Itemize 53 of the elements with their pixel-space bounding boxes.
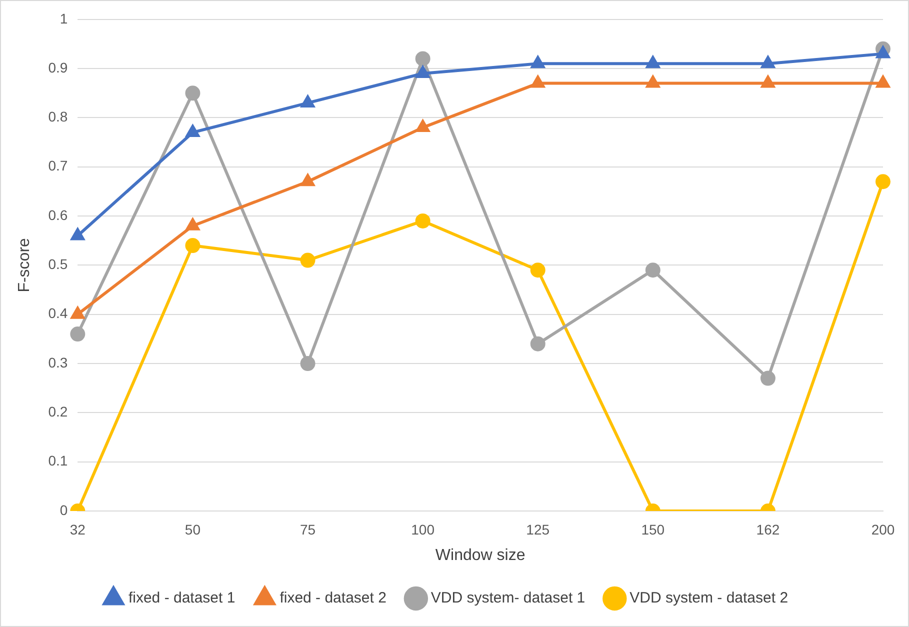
x-tick-label: 75 — [300, 521, 316, 538]
point — [70, 228, 84, 240]
point — [300, 356, 316, 372]
point — [70, 326, 86, 342]
y-tick-label: 0.8 — [48, 108, 68, 125]
legend-label: fixed - dataset 1 — [128, 590, 236, 607]
y-tick-label: 0 — [60, 502, 68, 518]
y-axis-title: F-score — [16, 238, 34, 292]
y-tick-label: 0.2 — [48, 404, 68, 420]
point — [416, 120, 430, 132]
point — [70, 306, 84, 319]
x-tick-label: 162 — [756, 521, 780, 538]
point — [760, 370, 776, 386]
x-tick-label: 32 — [70, 521, 86, 538]
point — [186, 124, 200, 137]
point — [301, 95, 314, 108]
y-tick-label: 0.4 — [48, 305, 68, 322]
point — [186, 218, 200, 230]
point — [185, 86, 200, 101]
point — [876, 76, 890, 88]
point — [531, 76, 545, 88]
y-tick-label: 0.3 — [48, 354, 68, 370]
point — [761, 76, 775, 88]
x-tick-label: 150 — [641, 521, 665, 538]
point — [185, 238, 200, 254]
point — [645, 262, 660, 278]
point — [646, 76, 660, 88]
point — [416, 66, 430, 78]
point — [530, 336, 546, 352]
point — [530, 262, 546, 278]
y-tick-label: 0.5 — [48, 256, 68, 272]
y-tick-label: 0.9 — [48, 59, 68, 76]
point — [415, 51, 430, 66]
x-tick-label: 50 — [184, 521, 201, 538]
x-tick-label: 125 — [526, 521, 550, 538]
x-tick-label: 100 — [411, 521, 435, 538]
point — [876, 174, 890, 190]
y-tick-label: 0.6 — [48, 206, 68, 223]
x-tick-label: 200 — [871, 521, 895, 538]
point — [415, 213, 430, 228]
legend-label: VDD system - dataset 2 — [630, 590, 788, 607]
y-tick-label: 0.1 — [48, 452, 68, 469]
x-axis-title: Window size — [435, 546, 526, 564]
y-tick-label: 0.7 — [48, 158, 68, 174]
point — [301, 174, 314, 186]
y-tick-label: 1 — [60, 10, 68, 26]
legend-label: fixed - dataset 2 — [280, 590, 386, 607]
point — [531, 56, 545, 68]
point — [646, 56, 660, 68]
point — [761, 56, 775, 68]
point — [300, 252, 316, 268]
legend-label: VDD system- dataset 1 — [430, 590, 586, 607]
point — [876, 46, 890, 58]
